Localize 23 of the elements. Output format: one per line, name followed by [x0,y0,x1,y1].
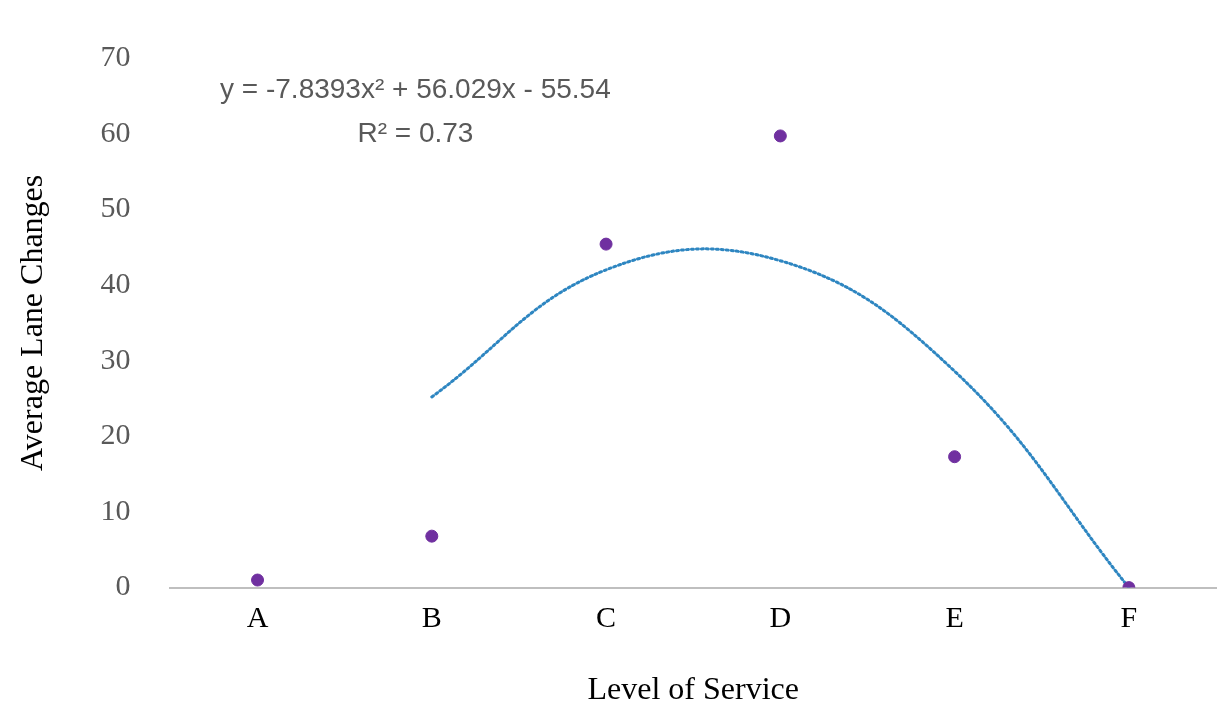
point [773,129,787,143]
y-tick-label: 0 [115,568,131,602]
x-tick-label: F [1120,600,1138,634]
point [425,529,439,543]
annotation: R² = 0.73 [357,116,474,148]
y-tick-label: 30 [100,341,131,375]
y-tick-label: 40 [100,265,131,299]
y-tick-label: 50 [100,190,131,224]
x-tick-label: E [945,600,964,634]
x-tick-label: A [246,600,269,634]
x-tick-label: B [421,600,442,634]
point [251,573,265,587]
point [948,450,962,464]
y-tick-label: 10 [100,492,131,526]
x-tick-label: D [769,600,792,634]
x-axis-title: Level of Service [587,670,799,707]
y-tick-label: 70 [100,38,131,72]
y-tick-label: 20 [100,417,131,451]
point [599,237,613,251]
annotation: y = -7.8393x² + 56.029x - 55.54 [220,72,611,104]
y-axis-title: Average Lane Changes [12,174,49,471]
y-tick-label: 60 [100,114,131,148]
x-tick-label: C [596,600,617,634]
